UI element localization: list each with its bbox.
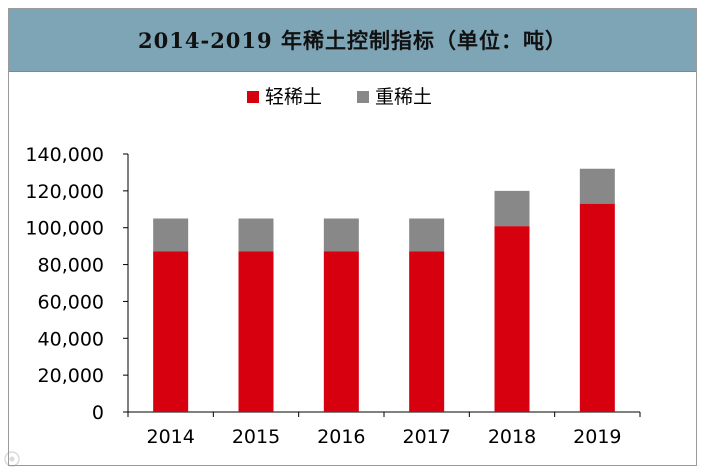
legend-label-1: 重稀土 [375,86,432,108]
y-tick-label: 120,000 [25,181,104,203]
watermark-icon [4,451,20,467]
bar-heavy-2018 [494,190,530,227]
bar-light-2015 [238,251,274,412]
legend-swatch-0 [247,91,259,103]
bar-heavy-2017 [409,218,445,252]
bars [153,168,615,412]
x-tick-label: 2017 [402,426,450,448]
x-tick-label: 2019 [573,426,621,448]
bar-light-2016 [323,251,359,412]
bar-heavy-2019 [579,168,615,204]
legend: 轻稀土 重稀土 [247,86,432,108]
bar-light-2018 [494,226,530,412]
y-tick-label: 140,000 [25,144,104,166]
y-tick-label: 100,000 [25,218,104,240]
x-tick-label: 2016 [317,426,365,448]
bar-light-2017 [409,251,445,412]
legend-label-0: 轻稀土 [265,86,322,108]
bar-light-2014 [153,251,189,412]
x-axis: 2014 2015 2016 2017 2018 2019 [127,411,641,448]
chart-title: 2014-2019 年稀土控制指标（单位：吨） [138,28,567,53]
legend-swatch-1 [357,91,369,103]
y-tick-label: 40,000 [38,328,104,350]
x-tick-label: 2014 [146,426,194,448]
x-tick-label: 2015 [232,426,280,448]
y-tick-label: 60,000 [38,291,104,313]
title-bar: 2014-2019 年稀土控制指标（单位：吨） [9,9,696,72]
y-axis: 0 20,000 40,000 60,000 80,000 100,000 120,000 1… [25,144,129,424]
bar-heavy-2015 [238,218,274,252]
bar-heavy-2014 [153,218,189,252]
x-tick-label: 2018 [488,426,536,448]
y-tick-label: 20,000 [38,365,104,387]
y-tick-label: 0 [92,402,104,424]
y-tick-label: 80,000 [38,255,104,277]
bar-light-2019 [579,203,615,412]
bar-heavy-2016 [323,218,359,252]
